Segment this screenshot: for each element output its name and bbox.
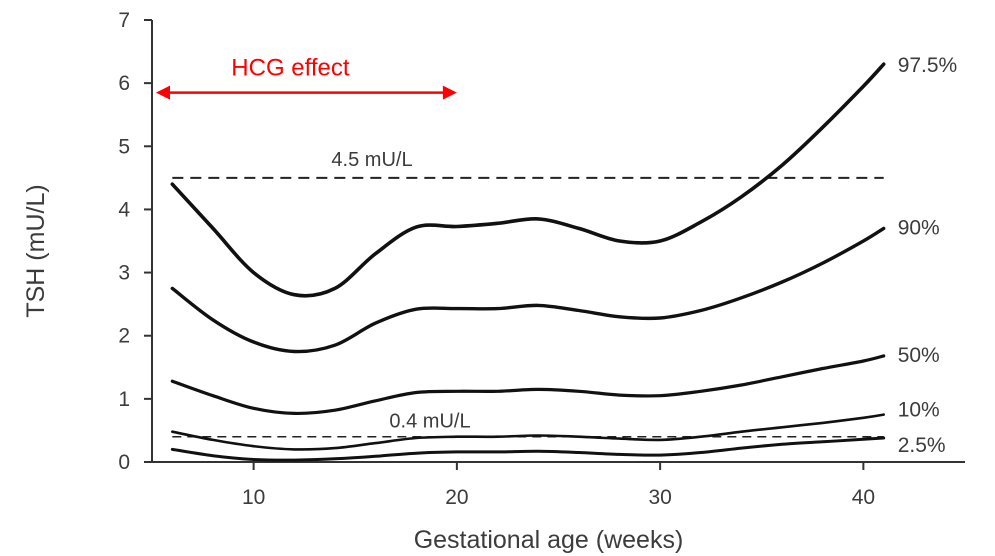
y-tick-label: 7	[118, 9, 130, 32]
annotation-layer: HCG effect	[156, 55, 457, 100]
series-label: 97.5%	[898, 54, 958, 77]
x-tick-label: 10	[242, 486, 265, 509]
x-tick-label: 40	[852, 486, 875, 509]
x-tick-label: 30	[648, 486, 671, 509]
axes-layer: 0 1 2 3 4 5 6 7 10 20 30 40 Gestational age (weeks) T…	[22, 9, 965, 554]
series-layer	[170, 62, 886, 462]
series-line	[170, 436, 886, 462]
x-axis-title: Gestational age (weeks)	[414, 526, 684, 554]
reference-line-label: 4.5 mU/L	[331, 149, 412, 171]
y-tick-label: 2	[118, 325, 130, 348]
y-tick-label: 1	[118, 388, 130, 411]
series-line	[171, 413, 885, 451]
y-tick-label: 5	[118, 135, 130, 158]
x-tick-label: 20	[445, 486, 468, 509]
annotation-arrowhead-right	[442, 85, 457, 100]
series-label: 90%	[898, 216, 940, 239]
series-line	[170, 62, 886, 298]
series-line	[170, 226, 886, 354]
series-label: 50%	[898, 344, 940, 367]
annotation-arrowhead-left	[156, 85, 170, 100]
series-label: 2.5%	[898, 434, 946, 457]
series-line	[170, 354, 886, 416]
y-tick-label: 0	[118, 451, 130, 474]
y-tick-label: 3	[118, 262, 130, 285]
labels-layer: 97.5% 90% 50% 10% 2.5%	[898, 54, 958, 457]
y-tick-label: 4	[118, 198, 130, 221]
series-label: 10%	[898, 399, 940, 422]
y-axis-title: TSH (mU/L)	[22, 184, 50, 317]
y-tick-label: 6	[118, 72, 130, 95]
annotation-label: HCG effect	[231, 55, 350, 82]
reference-line-label: 0.4 mU/L	[389, 411, 470, 433]
reference-lines-layer: 4.5 mU/L 0.4 mU/L	[172, 149, 884, 438]
